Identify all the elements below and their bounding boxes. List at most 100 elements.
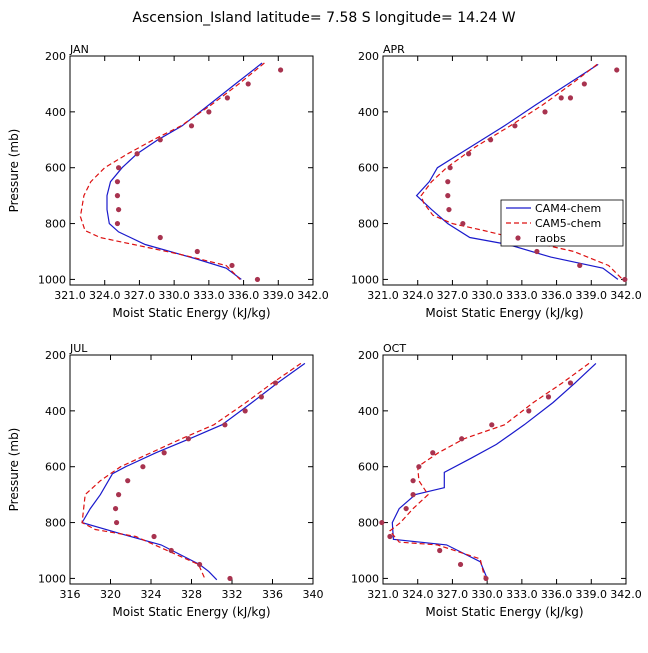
- panel-oct-x-axis-label: Moist Static Energy (kJ/kg): [425, 605, 583, 619]
- panel-jul-x-tick-label: 340: [303, 588, 324, 601]
- panel-apr-x-tick-label: 336.0: [541, 289, 573, 302]
- panel-jul-raobs-point: [140, 464, 146, 470]
- panel-oct-y-tick-label: 400: [358, 405, 379, 418]
- panel-jan-y-tick-label: 400: [45, 106, 66, 119]
- panel-apr-x-axis-label: Moist Static Energy (kJ/kg): [425, 306, 583, 320]
- panel-jan-x-tick-label: 342.0: [297, 289, 329, 302]
- panel-jan-x-tick-label: 336.0: [228, 289, 260, 302]
- panel-jan-y-tick-label: 1000: [38, 273, 66, 286]
- panel-oct-x-tick-label: 330.0: [471, 588, 503, 601]
- panel-oct-x-tick-label: 339.0: [576, 588, 608, 601]
- panel-jan-label: JAN: [69, 43, 89, 56]
- panel-jul-cam4-chem-line: [81, 362, 306, 581]
- panel-apr-raobs-point: [534, 248, 540, 255]
- panel-jan-raobs-point: [194, 248, 200, 255]
- panel-jan-raobs-point: [114, 193, 121, 199]
- panel-jan-cam5-chem-line: [79, 62, 265, 280]
- panel-apr-raobs-point: [512, 123, 518, 129]
- panel-apr-raobs-point: [466, 151, 472, 157]
- panel-apr-raobs-point: [581, 81, 587, 87]
- panel-jul-raobs-point: [185, 436, 192, 442]
- figure-title: Ascension_Island latitude= 7.58 S longit…: [132, 10, 515, 26]
- panel-jan-raobs-point: [229, 262, 235, 269]
- panel-apr-raobs-point: [446, 206, 452, 213]
- panel-jul-y-tick-label: 600: [45, 461, 66, 474]
- panel-oct-y-tick-label: 1000: [351, 572, 379, 585]
- panel-jul-raobs-point: [168, 547, 174, 554]
- panel-jul-y-tick-label: 800: [45, 517, 66, 530]
- panel-apr: APR 321.0 324.0 327.0 330.0 333.0 336.0 339.0 34…: [351, 43, 642, 320]
- panel-jan-raobs-point: [157, 234, 163, 241]
- panel-oct-raobs-point: [483, 575, 489, 582]
- panel-jan-y-axis-label: Pressure (mb): [7, 129, 21, 213]
- panel-jan-raobs-point: [254, 276, 261, 283]
- panel-apr-cam5-chem-line: [420, 63, 623, 280]
- panel-oct-x-tick-label: 336.0: [541, 588, 573, 601]
- panel-jan-raobs-point: [134, 151, 140, 157]
- legend-entry-raobs: raobs: [535, 232, 566, 245]
- panel-oct-raobs-point: [416, 464, 422, 470]
- panel-jul: JUL 316 320 324 328 332 336 340 200 400 600 800 1000…: [7, 342, 324, 619]
- panel-apr-raobs-point: [577, 262, 583, 269]
- panel-oct-y-tick-label: 200: [358, 349, 379, 362]
- panel-apr-y-tick-label: 400: [358, 106, 379, 119]
- panel-jan-raobs-point: [188, 123, 195, 129]
- panel-jul-label: JUL: [69, 342, 88, 355]
- panel-jul-x-tick-label: 336: [262, 588, 283, 601]
- panel-oct-x-tick-label: 321.0: [367, 588, 399, 601]
- panel-jul-plot-frame: [69, 354, 314, 585]
- panel-jan-x-tick-label: 321.0: [54, 289, 86, 302]
- panel-jan-x-tick-label: 330.0: [158, 289, 190, 302]
- panel-jan-y-tick-label: 800: [45, 218, 66, 231]
- panel-jul-raobs-point: [116, 492, 122, 498]
- legend-entry-cam4: CAM4-chem: [535, 202, 601, 215]
- panel-oct-raobs-point: [430, 450, 436, 456]
- panel-jul-y-tick-label: 200: [45, 349, 66, 362]
- panel-jul-y-tick-label: 400: [45, 405, 66, 418]
- panel-jul-raobs-point: [222, 422, 228, 428]
- panel-jul-x-tick-label: 332: [222, 588, 243, 601]
- panel-apr-label: APR: [383, 43, 405, 56]
- panel-apr-x-tick-label: 330.0: [471, 289, 503, 302]
- panel-jul-x-tick-label: 328: [181, 588, 202, 601]
- panel-jan-raobs-point: [206, 109, 212, 115]
- panel-apr-x-tick-label: 339.0: [576, 289, 608, 302]
- panel-oct-y-tick-label: 600: [358, 461, 379, 474]
- panel-apr-x-tick-label: 342.0: [610, 289, 642, 302]
- panel-oct-x-tick-label: 333.0: [506, 588, 538, 601]
- panel-apr-cam4-chem-line: [415, 63, 619, 280]
- panel-jan-raobs-point: [157, 137, 163, 143]
- panel-jul-raobs-point: [197, 561, 203, 568]
- panel-apr-x-tick-label: 327.0: [437, 289, 469, 302]
- panel-jan-y-tick-label: 600: [45, 162, 66, 175]
- panel-jul-raobs-point: [242, 408, 248, 414]
- panel-oct: OCT 321.0 324.0 327.0 330.0 333.0 336.0 339.0 34…: [351, 342, 642, 619]
- panel-apr-raobs-point: [622, 276, 628, 283]
- panel-oct-x-tick-label: 324.0: [402, 588, 434, 601]
- panel-apr-y-tick-label: 600: [358, 162, 379, 175]
- panel-jan-raobs-point: [116, 165, 122, 171]
- panel-jan-cam4-chem-line: [106, 62, 263, 280]
- panel-jul-y-tick-label: 1000: [38, 572, 66, 585]
- panel-oct-x-tick-label: 327.0: [437, 588, 469, 601]
- panel-apr-x-tick-label: 333.0: [506, 289, 538, 302]
- panel-jul-raobs-point: [258, 394, 264, 400]
- panel-jul-x-tick-label: 316: [60, 588, 81, 601]
- panel-jan-x-tick-label: 324.0: [89, 289, 121, 302]
- panel-apr-raobs-point: [445, 193, 451, 199]
- panel-oct-raobs-point: [379, 519, 385, 526]
- panel-oct-raobs-point: [387, 533, 393, 540]
- panel-jan-raobs-point: [245, 81, 251, 87]
- panel-oct-cam5-chem-line: [389, 362, 590, 579]
- panel-oct-label: OCT: [383, 342, 406, 355]
- panel-oct-raobs-point: [437, 547, 443, 554]
- panel-apr-plot-frame: [382, 55, 627, 286]
- legend-entry-cam5: CAM5-chem: [535, 217, 601, 230]
- panel-oct-raobs-point: [526, 408, 532, 414]
- panel-oct-plot-frame: [382, 354, 627, 585]
- panel-jul-raobs-point: [272, 380, 279, 386]
- panel-apr-y-tick-label: 200: [358, 50, 379, 63]
- panel-jul-raobs-point: [113, 519, 120, 526]
- panel-oct-raobs-point: [567, 380, 574, 386]
